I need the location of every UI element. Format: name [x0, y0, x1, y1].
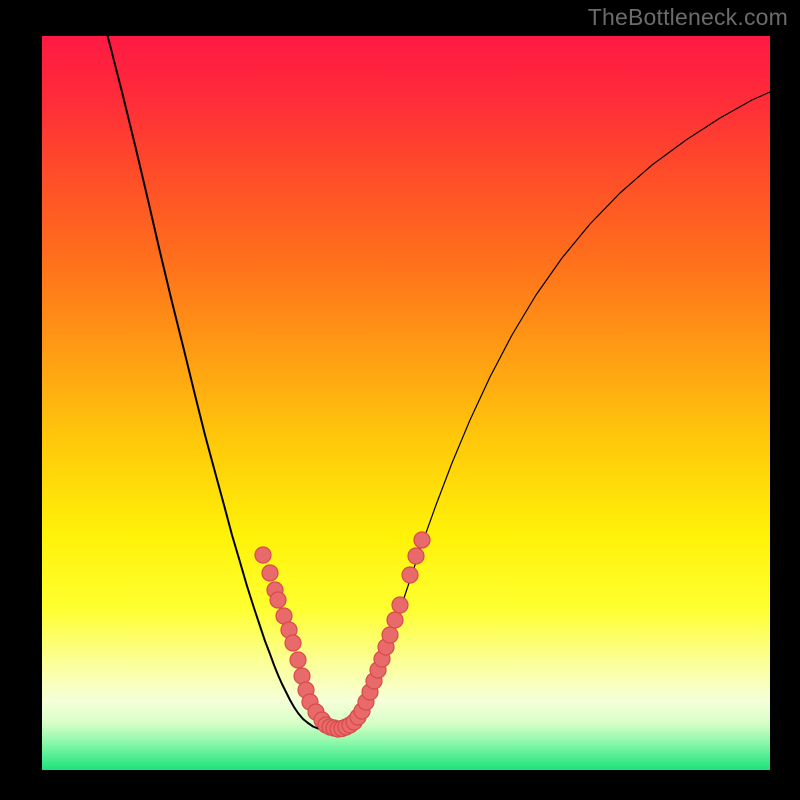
- plot-background: [42, 36, 770, 770]
- bottleneck-chart: [0, 0, 800, 800]
- watermark-text: TheBottleneck.com: [588, 4, 788, 31]
- data-marker: [414, 532, 430, 548]
- data-marker: [270, 592, 286, 608]
- data-marker: [392, 597, 408, 613]
- data-marker: [387, 612, 403, 628]
- data-marker: [262, 565, 278, 581]
- data-marker: [402, 567, 418, 583]
- data-marker: [408, 548, 424, 564]
- data-marker: [382, 627, 398, 643]
- data-marker: [290, 652, 306, 668]
- data-marker: [255, 547, 271, 563]
- data-marker: [285, 635, 301, 651]
- chart-container: TheBottleneck.com: [0, 0, 800, 800]
